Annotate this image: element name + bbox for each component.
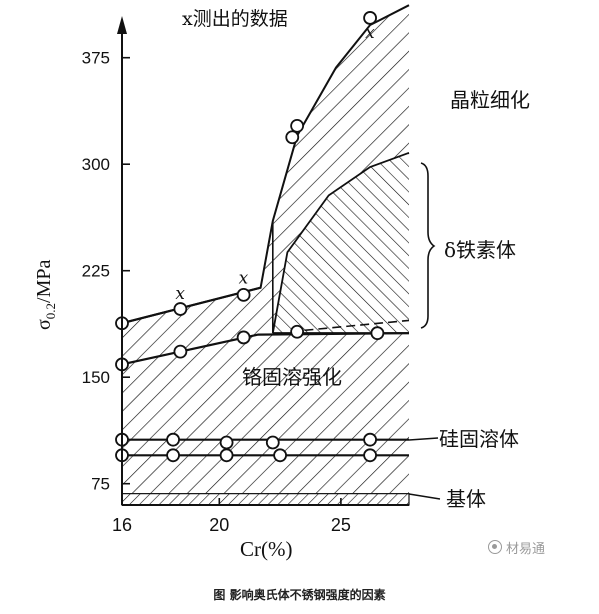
data-point-s4-5 [290,118,305,133]
hatched-regions [121,5,410,506]
y-axis-label-subscript: 0.2 [43,303,58,319]
delta-ferrite-brace [420,162,436,329]
region-label-matrix: 基体 [446,487,486,511]
series-line-3 [121,332,410,366]
x-tick-label-16: 16 [112,515,132,535]
y-axis-label: σ0.2/MPa [33,260,58,330]
x-tick-label-20: 20 [209,515,229,535]
y-tick-label-150: 150 [82,368,110,387]
y-tick-label-300: 300 [82,155,110,174]
data-point-s3-4 [290,324,305,339]
region-silicon-solution [122,455,409,494]
region-label-delta-ferrite: δ铁素体 [444,238,516,262]
x-marker-2: x [239,268,249,288]
figure-caption: 图 影响奥氏体不锈钢强度的因素 [213,588,386,602]
x-marker-3: x [365,23,375,43]
data-point-s2-3 [219,435,234,450]
watermark-text: 材易通 [506,541,546,557]
data-point-s3-2 [173,344,188,359]
chart-title: x测出的数据 [182,8,288,30]
y-tick-label-75: 75 [91,475,110,494]
data-point-s4-4 [285,130,300,145]
y-tick-label-225: 225 [82,262,110,281]
data-point-s1-4 [273,448,287,463]
data-point-s2-5 [363,432,377,447]
region-matrix [121,493,410,506]
y-axis-label-unit: /MPa [33,260,55,303]
y-tick-label-375: 375 [82,49,110,68]
region-chromium-strengthening [122,333,409,456]
x-marker-1: x [175,284,185,304]
region-label-silicon-solution: 硅固溶体 [439,427,519,451]
wechat-icon [488,540,502,554]
x-axis-label: Cr(%) [240,537,292,561]
data-point-s4-3 [236,287,251,302]
data-point-s2-4 [265,435,280,450]
data-point-s4-6 [363,11,377,25]
matrix-label-leader [408,493,441,500]
delta-ferrite-boundary-line [271,151,410,334]
axis-ticks: 75 150 225 300 375 16 20 25 [82,49,351,535]
axes [117,16,409,506]
x-tick-label-25: 25 [331,515,351,535]
y-axis-arrow [117,16,127,34]
y-axis-label-symbol: σ [33,319,55,330]
data-point-s3-5 [370,326,385,341]
silicon-label-leader [408,437,439,441]
data-point-s1-3 [219,448,234,463]
region-delta-ferrite [272,152,409,334]
region-label-grain-refinement: 晶粒细化 [450,88,530,112]
region-label-chromium-strengthening: 铬固溶强化 [242,365,342,389]
watermark: 材易通 [488,537,578,557]
data-point-s3-3 [236,330,251,345]
dashed-boundary-line [304,319,410,332]
data-point-s2-2 [166,432,180,447]
data-point-s1-5 [363,448,377,463]
data-point-s1-2 [166,448,180,463]
data-point-s4-2 [173,302,188,316]
